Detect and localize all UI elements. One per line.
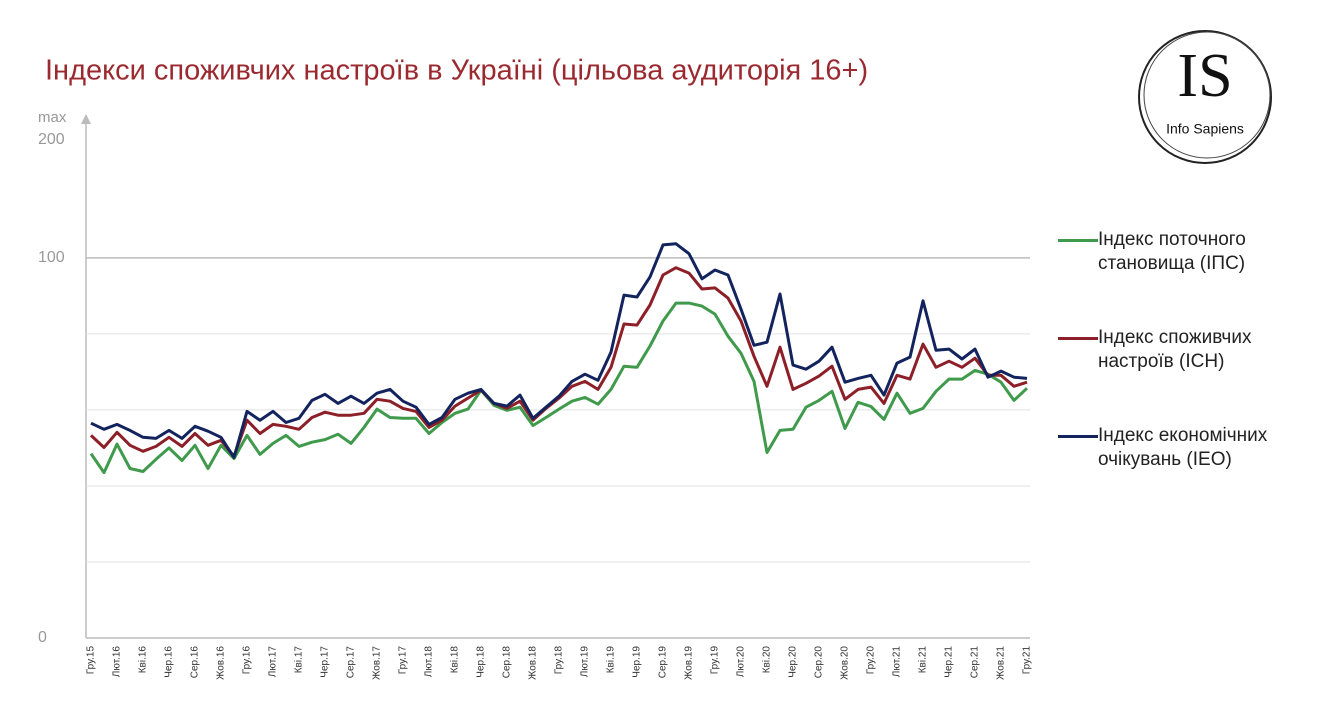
x-tick-label: Гру.19	[710, 646, 721, 675]
logo-mark: IS	[1177, 42, 1232, 110]
y-tick-label: 0	[38, 629, 47, 646]
x-tick-label: Чер.18	[476, 646, 487, 678]
legend-item: Індекс поточного становища (ІПС)	[1058, 228, 1278, 276]
series-line	[90, 242, 1028, 459]
x-tick-label: Гру.17	[398, 646, 409, 675]
legend-swatch	[1058, 435, 1098, 438]
legend-swatch	[1058, 239, 1098, 242]
x-tick-label: Сер.17	[346, 646, 357, 679]
series-line	[89, 266, 1028, 458]
x-tick-label: Чер.16	[164, 646, 175, 678]
axis-max-label: 200	[38, 131, 65, 148]
x-tick-label: Жов.20	[840, 646, 851, 680]
x-tick-label: Чер.21	[944, 646, 955, 678]
x-tick-label: Лют.19	[580, 646, 591, 678]
x-tick-label: Сер.16	[190, 646, 201, 679]
x-tick-label: Лют.21	[892, 646, 903, 678]
legend-item: Індекс споживчих настроїв (ІСН)	[1058, 326, 1278, 374]
x-tick-label: Кві.16	[138, 646, 149, 674]
x-tick-label: Жов.21	[996, 646, 1007, 680]
x-tick-label: Гру.20	[866, 646, 877, 675]
legend-label: Індекс економічних очікувань (ІЕО)	[1098, 425, 1268, 470]
x-tick-label: Кві.20	[762, 646, 773, 674]
logo-ring	[1138, 30, 1272, 164]
x-tick-label: Жов.18	[528, 646, 539, 680]
x-tick-label: Сер.19	[658, 646, 669, 679]
x-tick-label: Кві.18	[450, 646, 461, 674]
x-tick-label: Сер.21	[970, 646, 981, 679]
x-tick-label: Сер.20	[814, 646, 825, 679]
x-tick-label: Гру.21	[1022, 646, 1033, 675]
legend-label: Індекс поточного становища (ІПС)	[1098, 229, 1246, 274]
x-tick-label: Чер.20	[788, 646, 799, 678]
logo: IS Info Sapiens	[1138, 30, 1272, 164]
x-tick-label: Гру.16	[242, 646, 253, 675]
x-tick-label: Чер.17	[320, 646, 331, 678]
chart-title: Індекси споживчих настроїв в Україні (ці…	[45, 55, 868, 87]
x-tick-label: Чер.19	[632, 646, 643, 678]
logo-ring	[1143, 31, 1271, 159]
x-tick-label: Кві.17	[294, 646, 305, 674]
x-tick-label: Сер.18	[502, 646, 513, 679]
axis-top-label: max	[38, 109, 67, 126]
series-line	[89, 301, 1029, 475]
x-tick-label: Лют.16	[112, 646, 123, 678]
logo-text: Info Sapiens	[1166, 121, 1244, 137]
y-tick-label: 100	[38, 249, 65, 266]
x-tick-label: Кві.21	[918, 646, 929, 674]
legend-item: Індекс економічних очікувань (ІЕО)	[1058, 424, 1278, 472]
x-tick-label: Гру.18	[554, 646, 565, 675]
x-tick-label: Лют.18	[424, 646, 435, 678]
x-tick-label: Гру.15	[86, 646, 97, 675]
x-tick-label: Лют.17	[268, 646, 279, 678]
legend-swatch	[1058, 337, 1098, 340]
x-tick-label: Кві.19	[606, 646, 617, 674]
y-axis-arrow	[81, 114, 91, 124]
legend-label: Індекс споживчих настроїв (ІСН)	[1098, 327, 1252, 372]
x-tick-label: Жов.16	[216, 646, 227, 680]
x-tick-label: Лют.20	[736, 646, 747, 678]
x-tick-label: Жов.17	[372, 646, 383, 680]
x-tick-label: Жов.19	[684, 646, 695, 680]
